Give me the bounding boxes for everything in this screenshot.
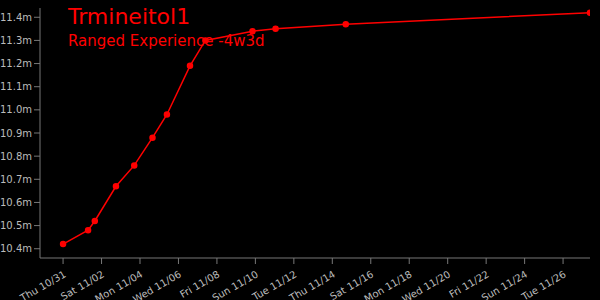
html-text:Trmineitol1: Trmineitol1 [68,4,191,29]
svg-text:11.1m: 11.1m [8,81,32,92]
svg-text:Tue 11/26: Tue 11/26 [519,268,568,300]
svg-text:Wed 11/06: Wed 11/06 [131,268,183,300]
svg-text:11.3m: 11.3m [8,35,32,46]
svg-text:10.7m: 10.7m [8,174,32,185]
svg-text:10.6m: 10.6m [8,197,32,208]
svg-text:Wed 11/20: Wed 11/20 [400,268,452,300]
html-text:Ranged Experience -4w3d: Ranged Experience -4w3d [68,32,265,50]
svg-text:10.9m: 10.9m [8,128,32,139]
svg-text:10.5m: 10.5m [8,220,32,231]
svg-text:11.0m: 11.0m [8,104,32,115]
svg-text:11.2m: 11.2m [8,58,32,69]
svg-text:Fri 11/22: Fri 11/22 [447,268,491,300]
svg-text:11.4m: 11.4m [8,12,32,23]
svg-text:10.8m: 10.8m [8,151,32,162]
svg-text:10.4m: 10.4m [8,243,32,254]
svg-text:Fri 11/08: Fri 11/08 [178,268,222,300]
